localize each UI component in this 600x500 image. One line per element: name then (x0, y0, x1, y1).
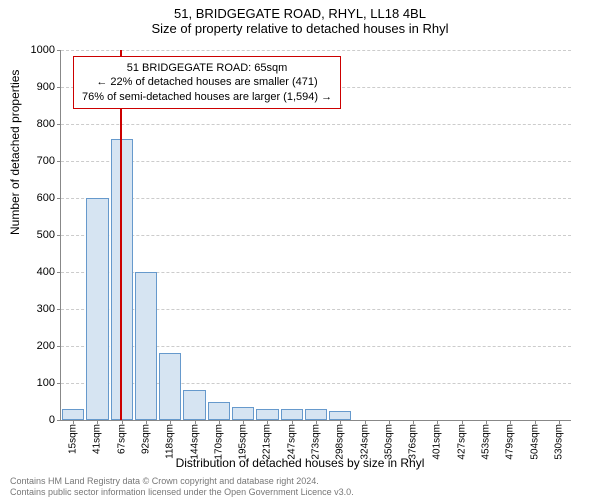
y-tick-label: 300 (23, 303, 55, 315)
annotation-line3: 76% of semi-detached houses are larger (… (82, 90, 332, 104)
x-tick-label: 170sqm (213, 424, 224, 460)
y-tick-label: 1000 (23, 44, 55, 56)
y-tick-mark (57, 50, 61, 51)
x-tick-label: 221sqm (262, 424, 273, 460)
y-tick-mark (57, 198, 61, 199)
y-tick-mark (57, 272, 61, 273)
y-tick-mark (57, 235, 61, 236)
annotation-line1: 51 BRIDGEGATE ROAD: 65sqm (82, 61, 332, 75)
plot-area: 0100200300400500600700800900100015sqm41s… (60, 50, 571, 421)
footer-line2: Contains public sector information licen… (10, 487, 590, 498)
y-tick-mark (57, 161, 61, 162)
y-tick-label: 200 (23, 340, 55, 352)
x-tick-label: 350sqm (383, 424, 394, 460)
bar (305, 409, 327, 420)
gridline (61, 235, 571, 236)
gridline (61, 50, 571, 51)
y-tick-mark (57, 420, 61, 421)
title-block: 51, BRIDGEGATE ROAD, RHYL, LL18 4BL Size… (0, 0, 600, 36)
bar (159, 353, 181, 420)
x-tick-label: 41sqm (92, 424, 103, 454)
chart-title: 51, BRIDGEGATE ROAD, RHYL, LL18 4BL (0, 6, 600, 21)
x-tick-label: 92sqm (141, 424, 152, 454)
gridline (61, 198, 571, 199)
y-tick-label: 800 (23, 118, 55, 130)
bar (62, 409, 84, 420)
x-tick-label: 376sqm (408, 424, 419, 460)
bar (232, 407, 254, 420)
y-tick-label: 500 (23, 229, 55, 241)
x-tick-label: 144sqm (189, 424, 200, 460)
annotation-box: 51 BRIDGEGATE ROAD: 65sqm ← 22% of detac… (73, 56, 341, 109)
y-tick-label: 0 (23, 414, 55, 426)
bar (281, 409, 303, 420)
x-tick-label: 504sqm (529, 424, 540, 460)
y-tick-label: 600 (23, 192, 55, 204)
chart-subtitle: Size of property relative to detached ho… (0, 21, 600, 36)
x-tick-label: 530sqm (553, 424, 564, 460)
bar (135, 272, 157, 420)
y-tick-label: 400 (23, 266, 55, 278)
footer: Contains HM Land Registry data © Crown c… (10, 476, 590, 498)
x-tick-label: 427sqm (456, 424, 467, 460)
annotation-line2: ← 22% of detached houses are smaller (47… (82, 75, 332, 89)
y-tick-label: 700 (23, 155, 55, 167)
y-tick-mark (57, 383, 61, 384)
y-tick-label: 100 (23, 377, 55, 389)
gridline (61, 124, 571, 125)
y-tick-mark (57, 87, 61, 88)
bar (208, 402, 230, 421)
x-tick-label: 479sqm (505, 424, 516, 460)
bar (256, 409, 278, 420)
bar (86, 198, 108, 420)
x-tick-label: 273sqm (311, 424, 322, 460)
y-axis-label: Number of detached properties (8, 70, 22, 235)
x-axis-label: Distribution of detached houses by size … (0, 456, 600, 470)
bar (329, 411, 351, 420)
x-tick-label: 15sqm (68, 424, 79, 454)
y-tick-label: 900 (23, 81, 55, 93)
x-tick-label: 324sqm (359, 424, 370, 460)
x-tick-label: 247sqm (286, 424, 297, 460)
x-tick-label: 67sqm (116, 424, 127, 454)
bar (183, 390, 205, 420)
y-tick-mark (57, 346, 61, 347)
y-tick-mark (57, 309, 61, 310)
x-tick-label: 118sqm (165, 424, 176, 459)
y-tick-mark (57, 124, 61, 125)
x-tick-label: 453sqm (481, 424, 492, 460)
chart-container: 51, BRIDGEGATE ROAD, RHYL, LL18 4BL Size… (0, 0, 600, 500)
x-tick-label: 401sqm (432, 424, 443, 460)
x-tick-label: 298sqm (335, 424, 346, 460)
footer-line1: Contains HM Land Registry data © Crown c… (10, 476, 590, 487)
x-tick-label: 195sqm (238, 424, 249, 460)
gridline (61, 161, 571, 162)
